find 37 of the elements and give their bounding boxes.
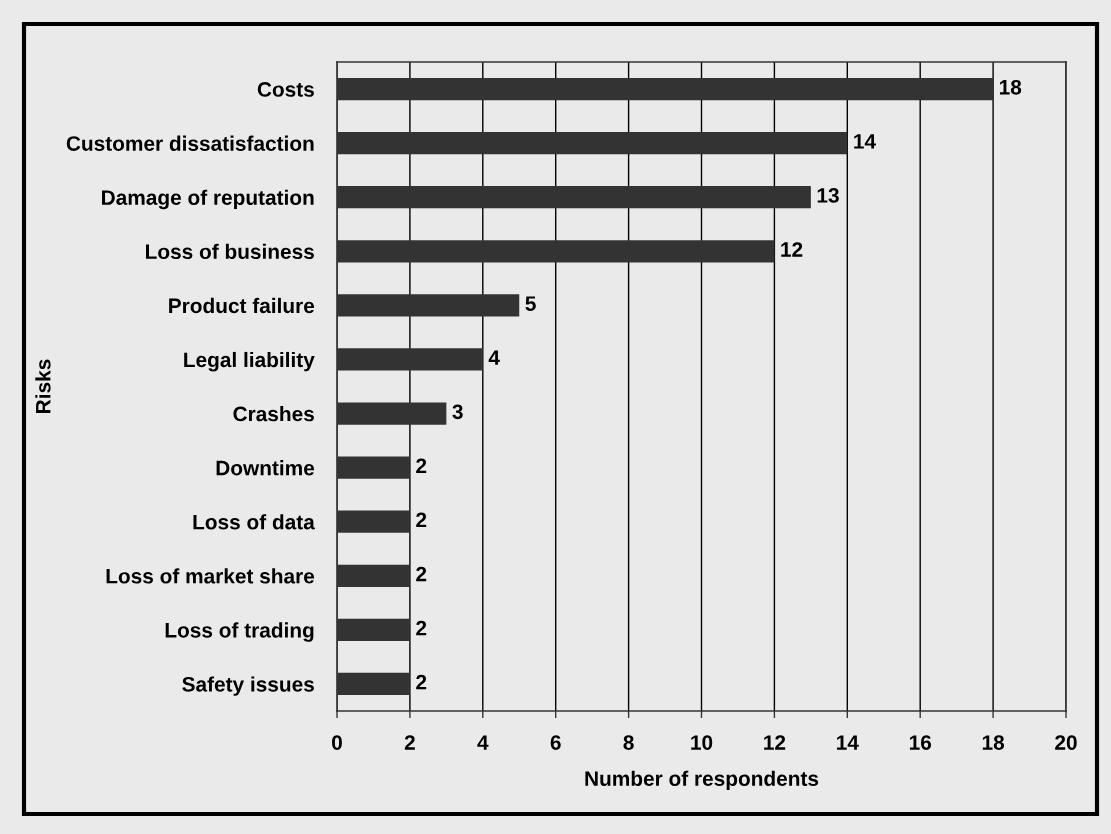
x-tick-label: 4 xyxy=(477,735,489,750)
y-tick-label: Loss of market share xyxy=(106,568,315,584)
data-label: 2 xyxy=(416,512,427,528)
data-label: 3 xyxy=(452,404,463,420)
y-tick-label: Costs xyxy=(257,82,314,97)
x-axis-title: Number of respondents xyxy=(585,770,819,791)
y-tick-label: Loss of data xyxy=(193,514,315,530)
y-tick-label: Crashes xyxy=(233,405,314,422)
x-tick-label: 0 xyxy=(332,735,342,750)
x-tick-label: 16 xyxy=(909,735,932,750)
y-axis-title: Risks xyxy=(35,359,51,413)
y-tick-label: Loss of trading xyxy=(165,622,314,642)
data-label: 18 xyxy=(999,79,1022,95)
x-tick-label: 6 xyxy=(550,735,561,750)
y-tick-label: Damage of reputation xyxy=(102,189,314,210)
x-tick-label: 14 xyxy=(837,735,859,750)
data-label: 14 xyxy=(854,134,876,149)
y-tick-label: Legal liability xyxy=(184,351,315,372)
x-tick-label: 20 xyxy=(1055,735,1077,750)
x-tick-label: 12 xyxy=(764,735,786,750)
x-tick-label: 8 xyxy=(623,735,634,750)
x-tick-label: 10 xyxy=(691,735,713,750)
data-label: 2 xyxy=(416,674,427,690)
x-tick-label: 2 xyxy=(404,735,415,750)
x-tick-label: 18 xyxy=(982,735,1005,750)
data-label: 2 xyxy=(416,566,427,582)
data-label: 5 xyxy=(525,296,536,311)
y-tick-label: Customer dissatisfaction xyxy=(66,135,314,151)
data-label: 2 xyxy=(416,620,427,636)
data-label: 4 xyxy=(488,350,500,365)
data-label: 12 xyxy=(781,242,803,257)
y-tick-label: Downtime xyxy=(216,460,315,476)
y-tick-label: Product failure xyxy=(169,297,315,314)
y-tick-label: Safety issues xyxy=(182,676,314,696)
y-tick-label: Loss of business xyxy=(146,243,314,260)
data-label: 2 xyxy=(416,458,427,474)
data-label: 13 xyxy=(817,188,839,203)
